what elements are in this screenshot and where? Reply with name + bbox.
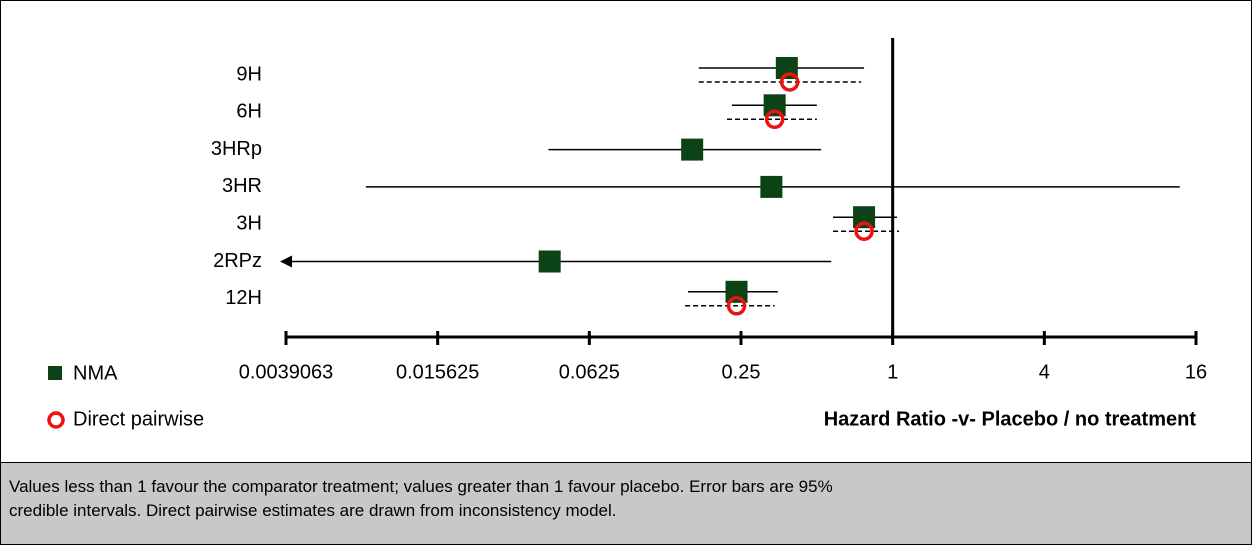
- legend-label: NMA: [73, 362, 118, 384]
- category-label: 3HRp: [211, 138, 262, 160]
- nma-point: [681, 138, 704, 161]
- direct-point: [764, 109, 785, 130]
- direct-point: [779, 72, 800, 92]
- nma-point: [760, 175, 783, 198]
- category-label: 2RPz: [213, 250, 262, 272]
- x-tick-label: 16: [1185, 361, 1207, 383]
- legend-swatch: [48, 366, 62, 380]
- legend-label: Direct pairwise: [73, 408, 204, 430]
- truncation-arrow: [280, 255, 292, 268]
- x-tick-label: 0.015625: [396, 361, 479, 383]
- nma-point: [853, 206, 876, 229]
- footnote: credible intervals. Direct pairwise esti…: [9, 501, 617, 520]
- footnote-box: Values less than 1 favour the comparator…: [0, 462, 1252, 545]
- x-axis-label: Hazard Ratio -v- Placebo / no treatment: [824, 408, 1197, 430]
- category-label: 3H: [236, 212, 262, 234]
- direct-point: [854, 221, 874, 241]
- category-label: 9H: [236, 63, 262, 85]
- nma-point: [538, 250, 561, 273]
- nma-point: [725, 280, 748, 303]
- direct-point: [726, 296, 747, 316]
- x-tick-label: 0.25: [722, 361, 761, 383]
- x-tick-label: 0.0625: [559, 361, 620, 383]
- chart-border: [0, 0, 1252, 463]
- x-tick-label: 4: [1039, 361, 1050, 383]
- category-label: 3HR: [222, 175, 262, 197]
- footnote: Values less than 1 favour the comparator…: [9, 477, 833, 496]
- legend-swatch: [47, 411, 65, 429]
- nma-point: [763, 94, 786, 117]
- x-tick-label: 1: [887, 361, 898, 383]
- x-tick-label: 0.0039063: [239, 361, 334, 383]
- category-label: 12H: [225, 287, 262, 309]
- category-label: 6H: [236, 101, 262, 123]
- chart: NMA Direct pairwise Hazard Ratio -v- Pla…: [0, 0, 1252, 463]
